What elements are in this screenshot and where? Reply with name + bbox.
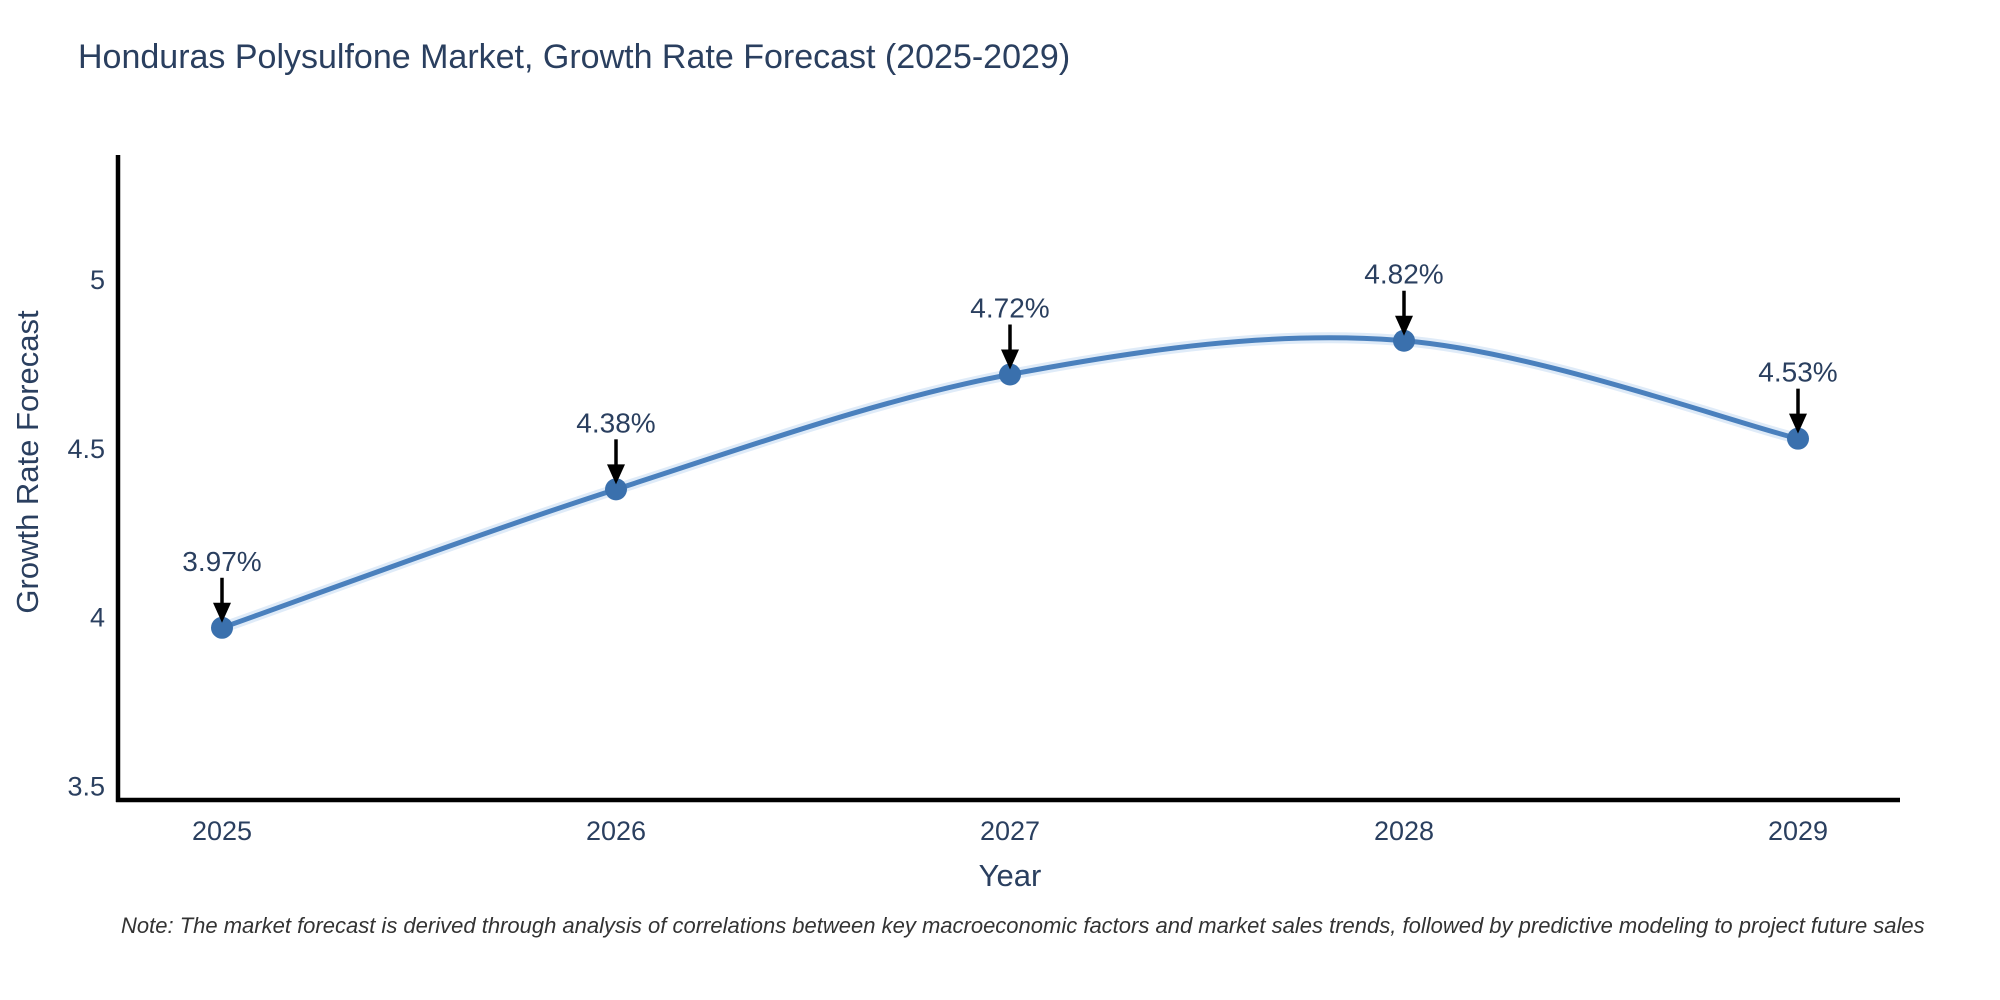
point-value-label: 4.53% bbox=[1758, 357, 1837, 388]
point-value-label: 4.72% bbox=[970, 293, 1049, 324]
footnote: Note: The market forecast is derived thr… bbox=[121, 913, 1925, 938]
x-tick-label: 2025 bbox=[192, 816, 252, 846]
y-axis-title: Growth Rate Forecast bbox=[10, 310, 45, 614]
y-tick-label: 5 bbox=[90, 265, 105, 295]
data-point-marker bbox=[211, 616, 233, 639]
annotation-arrowhead-icon bbox=[1789, 413, 1807, 434]
point-value-label: 3.97% bbox=[182, 546, 261, 577]
x-tick-label: 2027 bbox=[980, 816, 1040, 846]
annotation-arrowhead-icon bbox=[213, 602, 231, 623]
x-tick-label: 2028 bbox=[1374, 816, 1434, 846]
data-point-marker bbox=[1393, 329, 1415, 352]
annotation-arrowhead-icon bbox=[607, 464, 625, 485]
data-point-marker bbox=[605, 478, 627, 501]
y-tick-label: 4 bbox=[90, 603, 105, 633]
point-value-label: 4.82% bbox=[1364, 259, 1443, 290]
data-point-marker bbox=[1787, 427, 1809, 450]
y-tick-label: 4.5 bbox=[67, 434, 105, 464]
footnote-container: Note: The market forecast is derived thr… bbox=[121, 913, 2000, 949]
x-tick-label: 2026 bbox=[586, 816, 646, 846]
chart-title: Honduras Polysulfone Market, Growth Rate… bbox=[78, 38, 1071, 76]
data-point-marker bbox=[999, 363, 1021, 386]
x-axis-title: Year bbox=[978, 858, 1042, 893]
x-tick-label: 2029 bbox=[1768, 816, 1828, 846]
annotation-arrowhead-icon bbox=[1395, 315, 1413, 336]
y-tick-label: 3.5 bbox=[67, 771, 105, 801]
point-value-label: 4.38% bbox=[576, 407, 655, 438]
annotation-arrowhead-icon bbox=[1001, 349, 1019, 370]
